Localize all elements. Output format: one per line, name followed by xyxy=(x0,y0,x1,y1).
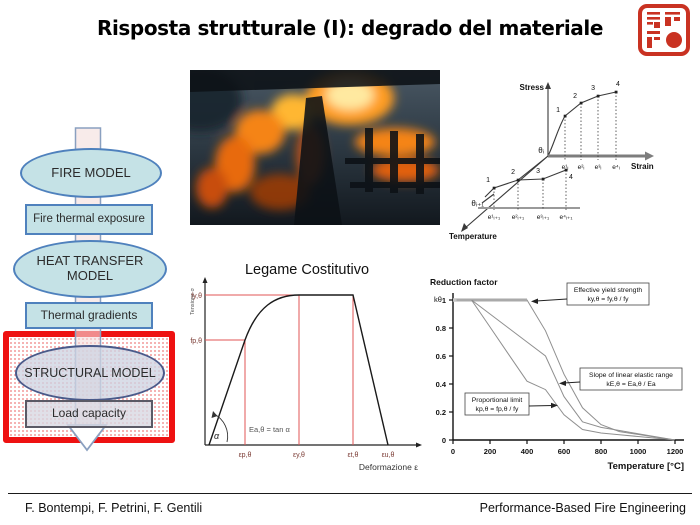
upper-strain-4: e⁴ᵢ xyxy=(612,164,619,171)
x-axis-title: Deformazione ε xyxy=(359,462,418,472)
upper-strain-3: e³ᵢ xyxy=(595,164,602,171)
stress-axis-label: Stress xyxy=(520,83,545,92)
y-tick-0: 0 xyxy=(442,436,446,445)
constitutive-chart-title: Legame Costitutivo xyxy=(245,262,369,278)
callout-3-line2: kp,θ = fp,θ / fy xyxy=(476,406,519,413)
callout-proportional-limit: Proportional limit kp,θ = fp,θ / fy xyxy=(464,392,558,416)
slide-title: Risposta strutturale (I): degrado del ma… xyxy=(96,16,604,40)
node-fire-model: FIRE MODEL xyxy=(20,148,162,198)
node-fire-model-label: FIRE MODEL xyxy=(51,164,131,180)
constitutive-law-chart: Legame Costitutivo α Ea,θ = tan α Tensio… xyxy=(190,262,422,472)
x-tick-400: 400 xyxy=(521,447,534,456)
tick-eps-u: εu,θ xyxy=(382,452,395,459)
y-tick-0.2: 0.2 xyxy=(436,408,446,417)
tick-eps-y: εy,θ xyxy=(293,452,305,459)
tick-fp: fp,θ xyxy=(190,338,202,345)
node-heat-transfer-model-label: HEAT TRANSFER MODEL xyxy=(36,253,144,283)
node-fire-thermal-exposure-label: Fire thermal exposure xyxy=(33,213,145,226)
series-0-curve xyxy=(456,299,676,441)
upper-point-2: 2 xyxy=(573,93,577,100)
y-tick-0.4: 0.4 xyxy=(436,380,447,389)
seal-stamp-icon xyxy=(638,4,690,56)
node-heat-transfer-model: HEAT TRANSFER MODEL xyxy=(13,240,167,298)
alpha-angle-label: α xyxy=(214,431,220,441)
lower-point-1: 1 xyxy=(486,177,490,184)
tick-eps-p: εp,θ xyxy=(239,452,252,459)
y-axis-title: Tensione σ xyxy=(190,287,196,315)
upper-point-1: 1 xyxy=(556,107,560,114)
tick-eps-t: εt,θ xyxy=(348,452,359,459)
lower-strain-4: e⁴ᵢ₊₁ xyxy=(559,214,573,221)
upper-point-4: 4 xyxy=(616,81,620,88)
node-fire-thermal-exposure: Fire thermal exposure xyxy=(25,204,153,235)
building-fire-photo xyxy=(190,70,440,225)
y-tick-0.8: 0.8 xyxy=(436,324,446,333)
y-tick-0.6: 0.6 xyxy=(436,352,446,361)
lower-point-4: 4 xyxy=(569,174,573,181)
y-tick-1: 1 xyxy=(442,296,446,305)
strain-axis-label: Strain xyxy=(631,162,654,171)
lower-point-2: 2 xyxy=(511,169,515,176)
callout-slope-elastic-range: Slope of linear elastic range kE,θ = Ea,… xyxy=(559,367,683,391)
theta-i1-label: θᵢ₊₁ xyxy=(471,199,484,208)
temperature-axis-label: Temperature xyxy=(449,232,497,241)
node-thermal-gradients: Thermal gradients xyxy=(25,302,153,329)
reduction-factor-chart: Reduction factor kθ 0 200 400 600 800 1000 120… xyxy=(430,277,684,472)
theta-i-label: θᵢ xyxy=(538,146,544,155)
x-tick-1200: 1200 xyxy=(667,447,684,456)
callout-1-line1: Effective yield strength xyxy=(574,287,642,294)
x-tick-200: 200 xyxy=(484,447,497,456)
process-flowchart: FIRE MODEL Fire thermal exposure HEAT TR… xyxy=(0,110,190,478)
x-tick-800: 800 xyxy=(595,447,608,456)
upper-point-3: 3 xyxy=(591,85,595,92)
callout-3-line1: Proportional limit xyxy=(472,397,523,404)
callout-2-line2: kE,θ = Ea,θ / Ea xyxy=(606,381,656,388)
elastic-modulus-label: Ea,θ = tan α xyxy=(249,425,290,434)
reduction-chart-title: Reduction factor xyxy=(430,277,498,287)
lower-strain-1: e¹ᵢ₊₁ xyxy=(488,214,501,221)
node-structural-model: STRUCTURAL MODEL xyxy=(15,345,165,401)
reduction-y-label: kθ xyxy=(434,295,442,304)
node-load-capacity: Load capacity xyxy=(25,400,153,428)
reduction-x-label: Temperature [°C] xyxy=(608,461,684,472)
upper-strain-1: e¹ᵢ xyxy=(562,164,569,171)
series-1-curve xyxy=(456,299,676,441)
x-tick-0: 0 xyxy=(451,447,455,456)
footer-rule xyxy=(8,493,692,494)
footer-course: Performance-Based Fire Engineering xyxy=(479,501,686,515)
tick-fy: fy,θ xyxy=(191,293,202,300)
callout-effective-yield-strength: Effective yield strength ky,θ = fy,θ / f… xyxy=(531,282,650,306)
lower-point-3: 3 xyxy=(536,168,540,175)
node-thermal-gradients-label: Thermal gradients xyxy=(40,307,138,322)
footer-authors: F. Bontempi, F. Petrini, F. Gentili xyxy=(25,501,203,515)
lower-strain-3: e³ᵢ₊₁ xyxy=(537,214,550,221)
node-structural-model-label: STRUCTURAL MODEL xyxy=(24,366,156,380)
stress-strain-temperature-diagram: Stress Strain Temperature θᵢ θᵢ₊₁ 1 2 3 … xyxy=(449,81,654,241)
callout-1-line2: ky,θ = fy,θ / fy xyxy=(587,296,629,303)
x-tick-600: 600 xyxy=(558,447,571,456)
series-2-curve xyxy=(456,299,676,441)
callout-2-line1: Slope of linear elastic range xyxy=(589,372,673,379)
lower-strain-2: e²ᵢ₊₁ xyxy=(512,214,525,221)
x-tick-1000: 1000 xyxy=(630,447,647,456)
node-load-capacity-label: Load capacity xyxy=(51,406,127,421)
upper-strain-2: e²ᵢ xyxy=(578,164,585,171)
